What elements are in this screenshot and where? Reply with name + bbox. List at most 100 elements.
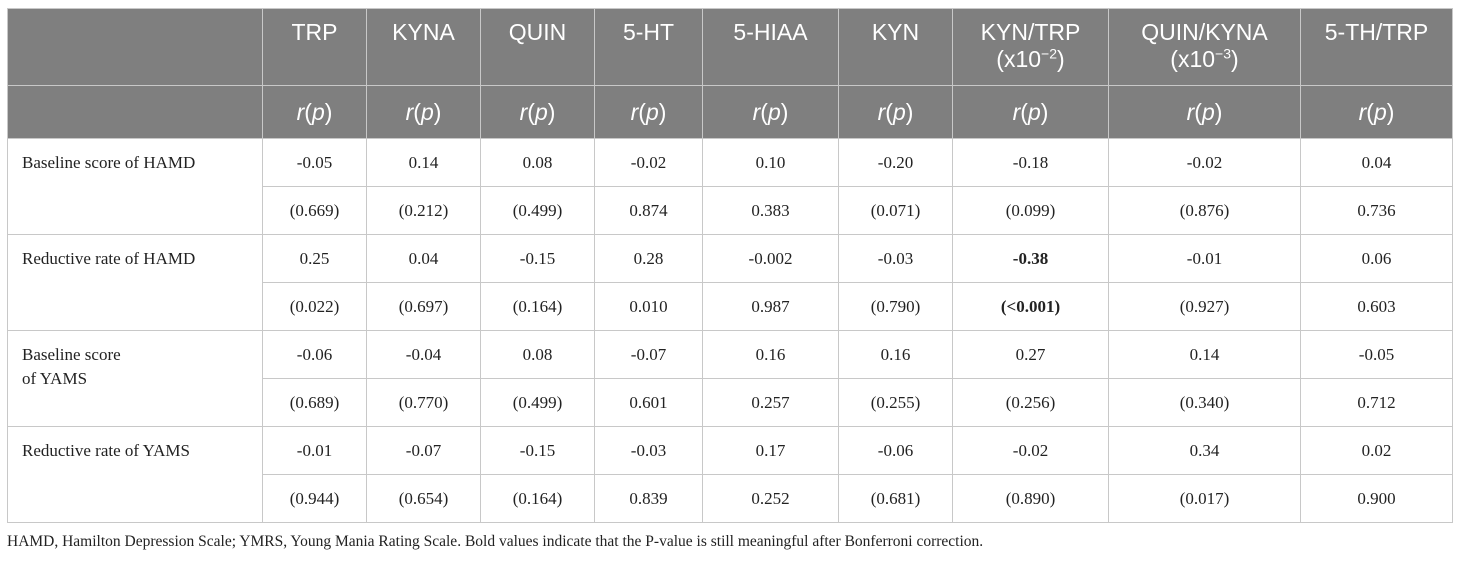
table-row-r: Reductive rate of YAMS -0.01 -0.07 -0.15 -0.…	[7, 426, 1453, 523]
column-header: 5-HT	[594, 8, 703, 86]
column-header: QUIN/KYNA (x10−3)	[1108, 8, 1301, 86]
p-value-cell: (0.669)	[262, 186, 367, 235]
column-header: 5-TH/TRP	[1300, 8, 1453, 86]
column-header-label: KYN/TRP	[980, 19, 1081, 45]
p-value-cell: 0.712	[1300, 378, 1453, 427]
table-row-p: (0.689) (0.770) (0.499) 0.601 0.257 (0.255) (0…	[8, 378, 1453, 427]
p-value-cell: (0.256)	[952, 378, 1109, 427]
p-value-cell: (0.212)	[366, 186, 481, 235]
p-value-cell: 0.736	[1300, 186, 1453, 235]
p-value-cell: 0.010	[594, 282, 703, 331]
p-value-cell: (0.927)	[1108, 282, 1301, 331]
column-header-label: QUIN/KYNA	[1141, 19, 1268, 45]
r-value-cell: -0.04	[366, 330, 481, 379]
subheader-rp-cell: r(p)	[1108, 85, 1301, 139]
r-value-cell: -0.07	[594, 330, 703, 379]
p-value-cell: (0.022)	[262, 282, 367, 331]
p-value-cell: (<0.001)	[952, 282, 1109, 331]
p-value-cell: 0.900	[1300, 474, 1453, 523]
r-value-cell: 0.17	[702, 426, 839, 475]
r-value-cell: -0.06	[838, 426, 953, 475]
column-header: QUIN	[480, 8, 595, 86]
row-label-line: of YAMS	[22, 369, 88, 388]
r-value-cell: 0.04	[366, 234, 481, 283]
r-value-cell: -0.002	[702, 234, 839, 283]
p-value-cell: 0.257	[702, 378, 839, 427]
r-value-cell: 0.10	[702, 138, 839, 187]
column-header: KYNA	[366, 8, 481, 86]
table-row-r: Reductive rate of HAMD 0.25 0.04 -0.15 0.28-…	[7, 234, 1453, 331]
p-value-cell: (0.255)	[838, 378, 953, 427]
p-value-cell: (0.017)	[1108, 474, 1301, 523]
subheader-rp-cell: r(p)	[262, 85, 367, 139]
table-row-p: (0.669) (0.212) (0.499) 0.874 0.383 (0.071) (0…	[8, 186, 1453, 235]
r-value-cell: -0.02	[1108, 138, 1301, 187]
r-value-cell: 0.08	[480, 138, 595, 187]
header-blank-cell	[7, 8, 263, 86]
p-value-cell: (0.499)	[480, 378, 595, 427]
subheader-rp-cell: r(p)	[594, 85, 703, 139]
p-value-cell: (0.340)	[1108, 378, 1301, 427]
r-value-cell: -0.18	[952, 138, 1109, 187]
p-value-cell: 0.874	[594, 186, 703, 235]
r-value-cell: -0.38	[952, 234, 1109, 283]
p-value-cell: 0.839	[594, 474, 703, 523]
r-value-cell: -0.07	[366, 426, 481, 475]
p-value-cell: (0.790)	[838, 282, 953, 331]
row-label-line: Baseline score	[22, 345, 121, 364]
p-value-cell: (0.681)	[838, 474, 953, 523]
r-value-cell: -0.05	[262, 138, 367, 187]
r-value-cell: 0.16	[702, 330, 839, 379]
r-value-cell: 0.34	[1108, 426, 1301, 475]
r-value-cell: -0.01	[262, 426, 367, 475]
p-value-cell: (0.890)	[952, 474, 1109, 523]
table-row-p: (0.022) (0.697) (0.164) 0.010 0.987 (0.790) (<…	[8, 282, 1453, 331]
r-value-cell: -0.05	[1300, 330, 1453, 379]
r-value-cell: -0.02	[594, 138, 703, 187]
column-header-unit: (x10−3)	[1170, 45, 1239, 72]
p-value-cell: 0.987	[702, 282, 839, 331]
r-value-cell: -0.15	[480, 234, 595, 283]
p-value-cell: (0.099)	[952, 186, 1109, 235]
r-value-cell: 0.06	[1300, 234, 1453, 283]
table-footnote: HAMD, Hamilton Depression Scale; YMRS, Y…	[7, 533, 984, 550]
p-value-cell: (0.164)	[480, 282, 595, 331]
r-value-cell: 0.14	[1108, 330, 1301, 379]
subheader-rp-cell: r(p)	[702, 85, 839, 139]
r-value-cell: -0.06	[262, 330, 367, 379]
p-value-cell: (0.944)	[262, 474, 367, 523]
r-value-cell: -0.20	[838, 138, 953, 187]
table-body: Baseline score of HAMD -0.05 0.14 0.08 -0.02…	[7, 138, 1453, 523]
p-value-cell: 0.601	[594, 378, 703, 427]
column-header: 5-HIAA	[702, 8, 839, 86]
r-value-cell: 0.14	[366, 138, 481, 187]
row-label: Reductive rate of HAMD	[7, 234, 263, 331]
row-label-line: Baseline score of HAMD	[22, 153, 196, 172]
subheader-rp-cell: r(p)	[1300, 85, 1453, 139]
row-label: Baseline score of HAMD	[7, 138, 263, 235]
r-value-cell: 0.02	[1300, 426, 1453, 475]
table-row-p: (0.944) (0.654) (0.164) 0.839 0.252 (0.681) (0…	[8, 474, 1453, 523]
row-label: Baseline score of YAMS	[7, 330, 263, 427]
p-value-cell: (0.071)	[838, 186, 953, 235]
column-header: KYN	[838, 8, 953, 86]
p-value-cell: (0.654)	[366, 474, 481, 523]
r-value-cell: -0.03	[594, 426, 703, 475]
correlation-table-container: TRP KYNA QUIN 5-HT 5-HIAA KYN KYN/TRP (x…	[7, 8, 1453, 523]
r-value-cell: -0.03	[838, 234, 953, 283]
p-value-cell: 0.603	[1300, 282, 1453, 331]
column-header: KYN/TRP (x10−2)	[952, 8, 1109, 86]
r-value-cell: 0.25	[262, 234, 367, 283]
correlation-table: TRP KYNA QUIN 5-HT 5-HIAA KYN KYN/TRP (x…	[7, 8, 1453, 523]
subheader-rp-cell: r(p)	[952, 85, 1109, 139]
subheader-rp-cell: r(p)	[838, 85, 953, 139]
table-row-r: Baseline score of HAMD -0.05 0.14 0.08 -0.02…	[7, 138, 1453, 235]
subheader-blank-cell	[7, 85, 263, 139]
r-value-cell: 0.16	[838, 330, 953, 379]
r-value-cell: -0.02	[952, 426, 1109, 475]
row-label: Reductive rate of YAMS	[7, 426, 263, 523]
r-value-cell: -0.01	[1108, 234, 1301, 283]
header-row: TRP KYNA QUIN 5-HT 5-HIAA KYN KYN/TRP (x…	[7, 8, 1453, 86]
p-value-cell: 0.383	[702, 186, 839, 235]
p-value-cell: 0.252	[702, 474, 839, 523]
